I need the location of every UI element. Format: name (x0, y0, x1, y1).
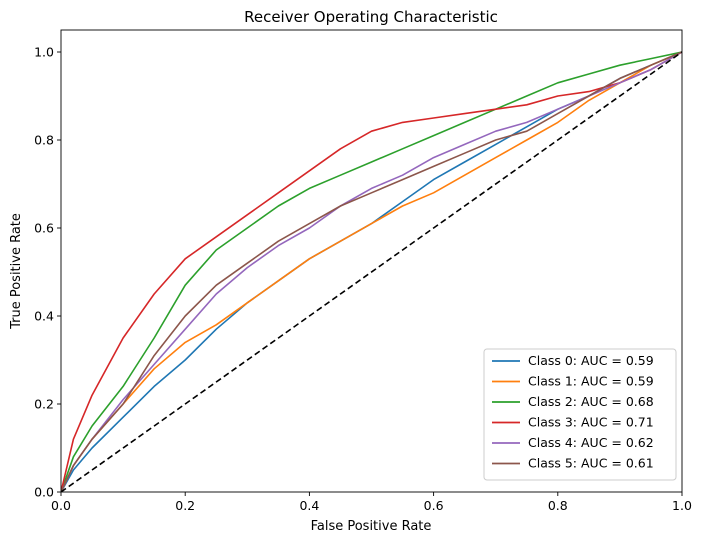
y-tick-label: 0.4 (34, 309, 54, 324)
y-tick-label: 0.6 (34, 221, 54, 236)
y-tick-label: 0.0 (34, 485, 54, 500)
series-line-class-3 (61, 51, 682, 492)
plot-area (60, 29, 683, 493)
y-tick-label: 1.0 (34, 45, 54, 60)
y-tick-label: 0.8 (34, 133, 54, 148)
axes-frame (60, 29, 683, 493)
chart-title: Receiver Operating Characteristic (244, 8, 498, 26)
x-axis-label: False Positive Rate (311, 519, 432, 534)
y-tick-label: 0.2 (34, 397, 54, 412)
legend-entry-class-5: Class 5: AUC = 0.61 (528, 456, 654, 471)
x-tick-label: 0.0 (51, 498, 71, 513)
x-tick-label: 0.6 (424, 498, 444, 513)
series-lines (61, 51, 682, 492)
x-tick-label: 0.2 (175, 498, 195, 513)
legend-entry-class-1: Class 1: AUC = 0.59 (528, 374, 654, 389)
x-tick-label: 0.4 (299, 498, 319, 513)
legend-entry-class-3: Class 3: AUC = 0.71 (528, 415, 654, 430)
x-axis-ticks: 0.0 0.2 0.4 0.6 0.8 1.0 (51, 492, 692, 513)
chance-line (61, 51, 682, 492)
x-tick-label: 1.0 (672, 498, 692, 513)
x-tick-label: 0.8 (548, 498, 568, 513)
legend-entry-class-4: Class 4: AUC = 0.62 (528, 435, 654, 450)
series-line-class-2 (61, 51, 682, 492)
legend: Class 0: AUC = 0.59 Class 1: AUC = 0.59 Cl… (483, 348, 677, 481)
series-line-class-4 (61, 51, 682, 492)
y-axis-ticks: 0.0 0.2 0.4 0.6 0.8 1.0 (34, 45, 61, 500)
series-line-class-1 (61, 51, 682, 492)
legend-box (483, 348, 677, 481)
legend-entry-class-2: Class 2: AUC = 0.68 (528, 394, 654, 409)
y-axis-label: True Positive Rate (9, 213, 24, 330)
series-line-class-5 (61, 51, 682, 492)
legend-entry-class-0: Class 0: AUC = 0.59 (528, 353, 654, 368)
